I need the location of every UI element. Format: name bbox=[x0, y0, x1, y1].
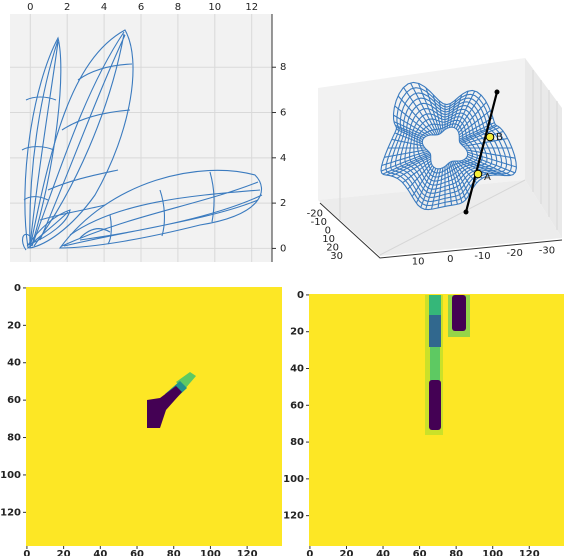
y-tick-label: 0 bbox=[280, 243, 286, 254]
x-tick-label: 60 bbox=[413, 549, 427, 556]
x-tick-label: 10 bbox=[412, 257, 425, 268]
x-tick-label: 0 bbox=[27, 2, 33, 13]
x-tick-label: -10 bbox=[474, 251, 490, 262]
annotation: A bbox=[484, 172, 491, 183]
x-tick-label: 40 bbox=[93, 549, 107, 556]
y-tick-label: 30 bbox=[330, 251, 343, 262]
y-tick-label: 40 bbox=[290, 363, 304, 374]
y-tick-label: 120 bbox=[0, 507, 21, 518]
y-tick-label: 100 bbox=[283, 474, 304, 485]
point-a bbox=[474, 170, 482, 178]
x-tick-label: 40 bbox=[376, 549, 390, 556]
y-tick-label: 120 bbox=[283, 511, 304, 522]
y-tick-label: 20 bbox=[290, 327, 304, 338]
x-tick-label: 0 bbox=[306, 549, 313, 556]
y-tick-label: 60 bbox=[290, 400, 304, 411]
streak bbox=[429, 315, 441, 347]
y-tick-label: 80 bbox=[290, 437, 304, 448]
x-tick-label: 120 bbox=[519, 549, 540, 556]
endpoint bbox=[495, 90, 500, 95]
x-tick-label: 120 bbox=[237, 549, 258, 556]
figure: 02468101202468100-10-20-30-20-100102030A… bbox=[0, 0, 564, 556]
x-tick-label: 100 bbox=[200, 549, 221, 556]
x-tick-label: -30 bbox=[539, 245, 555, 256]
streak bbox=[429, 380, 441, 430]
x-tick-label: 8 bbox=[175, 2, 181, 13]
y-tick-label: 4 bbox=[280, 153, 286, 164]
x-tick-label: 20 bbox=[340, 549, 354, 556]
y-tick-label: 0 bbox=[14, 283, 21, 294]
y-tick-label: 2 bbox=[280, 198, 286, 209]
y-tick-label: 60 bbox=[7, 395, 21, 406]
x-tick-label: 0 bbox=[23, 549, 30, 556]
x-tick-label: 60 bbox=[130, 549, 144, 556]
x-tick-label: 10 bbox=[208, 2, 221, 13]
y-tick-label: 0 bbox=[297, 290, 304, 301]
x-tick-label: 20 bbox=[57, 549, 71, 556]
3d-panes bbox=[318, 58, 562, 258]
x-tick-label: 6 bbox=[138, 2, 144, 13]
y-tick-label: 6 bbox=[280, 108, 286, 119]
y-tick-label: 100 bbox=[0, 470, 21, 481]
y-tick-label: 40 bbox=[7, 358, 21, 369]
x-tick-label: 4 bbox=[101, 2, 107, 13]
y-tick-label: 20 bbox=[7, 320, 21, 331]
streak bbox=[430, 347, 440, 382]
y-tick-label: 80 bbox=[7, 433, 21, 444]
x-tick-label: 2 bbox=[64, 2, 70, 13]
point-b bbox=[486, 133, 494, 141]
endpoint bbox=[464, 210, 469, 215]
x-tick-label: 80 bbox=[167, 549, 181, 556]
x-tick-label: 100 bbox=[482, 549, 503, 556]
x-tick-label: -20 bbox=[507, 248, 523, 259]
x-tick-label: 12 bbox=[245, 2, 258, 13]
y-tick-label: 8 bbox=[280, 62, 286, 73]
x-tick-label: 80 bbox=[449, 549, 463, 556]
x-tick-label: 0 bbox=[447, 254, 453, 265]
annotation: B bbox=[496, 132, 503, 143]
page: {"chart_data": [ {"type": "wireframe", "… bbox=[0, 0, 564, 556]
streak bbox=[452, 295, 466, 331]
